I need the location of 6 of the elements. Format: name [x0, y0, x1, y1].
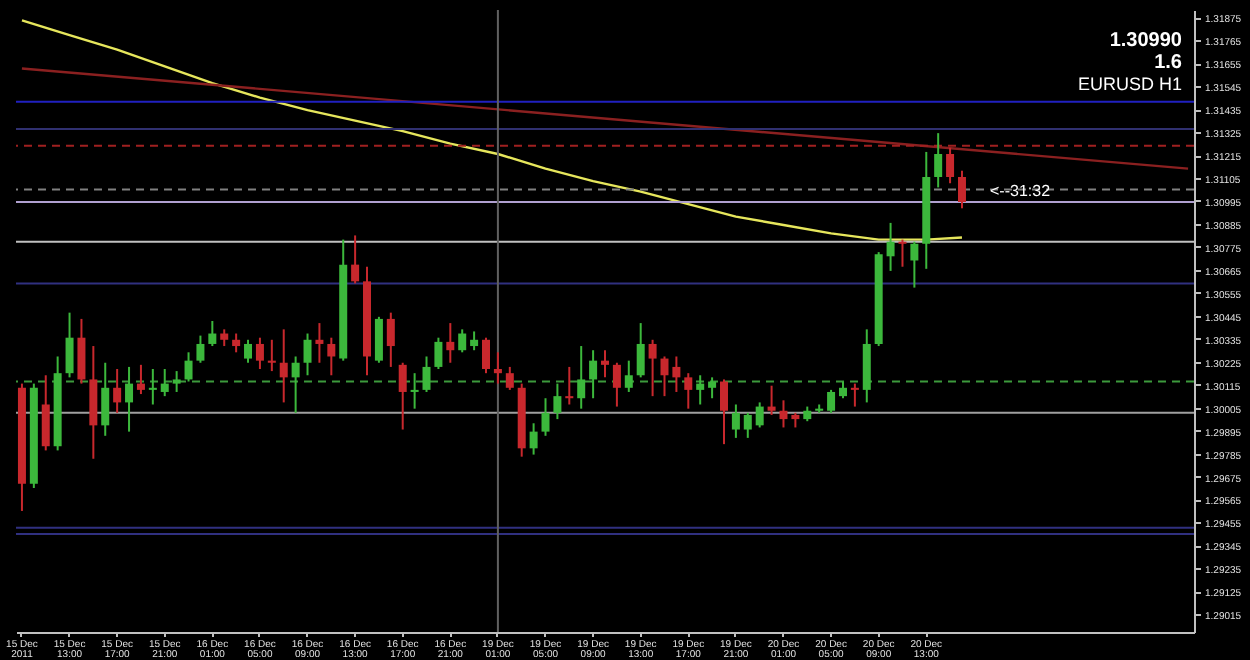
line-series	[20, 19, 964, 241]
annotation: 1.30990	[1109, 30, 1183, 52]
annotation: 1.6	[1154, 52, 1183, 74]
annotation: <--31:32	[990, 182, 1052, 200]
candlestick	[172, 370, 181, 393]
annotation: EURUSD H1	[1077, 74, 1182, 94]
